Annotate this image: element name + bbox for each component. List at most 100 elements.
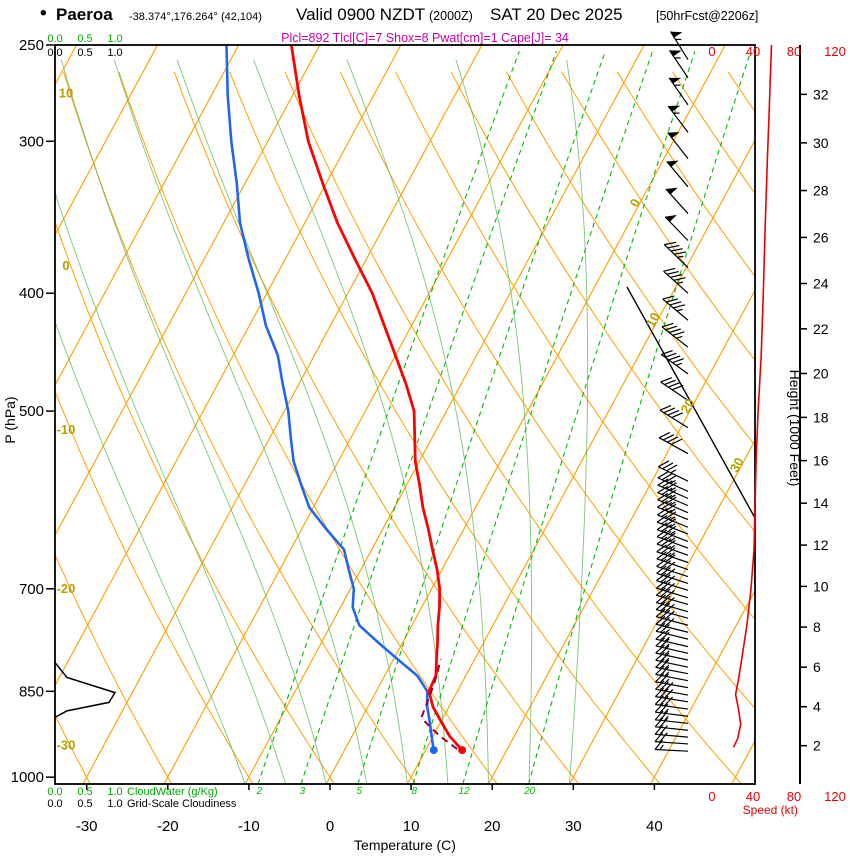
barb-full [659,673,669,684]
isotherm-line [406,138,755,784]
barb-full [668,355,681,361]
barb-full [659,666,670,676]
temp-tick-label: 0 [326,818,334,835]
barb-half [663,708,669,714]
stability-params: Plcl=892 Tlcl[C]=7 Shox=8 Pwat[cm]=1 Cap… [281,31,569,45]
wind-barb [655,672,689,689]
wind-barb [665,187,689,214]
barb-full [654,695,664,705]
barb-full [665,561,676,570]
barb-full [671,384,684,391]
dry-adiabat-line [55,220,335,784]
barb-full [660,581,671,590]
wind-barb [654,687,689,703]
barb-full [660,602,671,612]
barb-full [665,482,677,490]
speed-tick-label-top: 40 [746,44,760,59]
barb-half [664,628,670,634]
barb-full [659,717,669,728]
height-tick-label: 20 [813,365,829,381]
mixing-ratio-line [527,51,752,784]
barb-full [659,631,670,641]
barb-full [663,696,674,707]
barb-staff [664,216,689,241]
barb-full [661,473,673,481]
wind-barb [663,267,689,294]
barb-full [660,609,671,619]
dry-adiabat-label: 0 [62,258,69,273]
isotherm-line [163,45,564,784]
isotherm-line [244,45,645,784]
pressure-axis-title: P (hPa) [2,396,18,443]
barb-staff [655,630,689,640]
pressure-tick-label: 500 [19,403,44,420]
wind-barb [656,514,689,535]
barb-staff [669,50,689,79]
barb-full [655,622,666,632]
dry-adiabat-line [55,389,254,784]
barb-full [659,695,669,706]
barb-full [655,594,666,604]
barb-full [661,480,673,488]
wind-barb [667,105,689,133]
barb-half [675,362,683,366]
barb-full [654,717,664,728]
barb-pennant [666,160,679,167]
barb-full [655,637,666,647]
barb-full [669,328,681,334]
dewpoint-curve [225,45,435,752]
barb-full [659,703,669,714]
mixing-ratio-line [300,51,557,784]
barb-half [664,636,670,642]
barb-full [664,610,675,620]
barb-full [665,489,677,497]
cloudwater-axis-title: CloudWater (g/Kg) [127,786,218,798]
barb-full [665,518,677,526]
barb-full [661,516,672,525]
barb-pennant [667,131,680,139]
barb-full [661,494,673,503]
barb-full [660,538,672,547]
dry-adiabat-label: 10 [59,85,73,100]
barb-full [662,462,674,470]
pressure-tick-label: 700 [19,581,44,598]
barb-staff [656,602,689,613]
dry-adiabat-line [339,71,755,710]
mixing-ratio-line [462,51,696,784]
barb-full [665,547,676,556]
barb-staff [656,587,689,599]
barb-full [654,687,665,698]
barb-full [664,603,675,613]
barb-half [664,664,670,670]
barb-full [655,658,665,668]
plot-frame [54,44,756,785]
barb-full [654,710,664,721]
speed-tick-label-bottom: 120 [824,789,846,804]
barb-full [659,652,670,662]
barb-half [669,508,676,513]
height-tick-label: 30 [813,135,829,151]
barb-full [657,492,669,501]
barb-half [664,650,670,656]
cloudwater-tick-top: 0.5 [77,33,92,45]
dry-adiabat-line [284,71,742,784]
barb-full [661,509,673,518]
wind-barb [663,241,689,268]
barb-full [665,503,677,512]
barb-full [665,511,677,519]
barb-full [659,645,670,655]
speed-tick-label-bottom: 40 [746,789,760,804]
cloudiness-tick-top: 1.0 [107,47,122,59]
barb-half [669,544,676,550]
barb-full [660,552,672,561]
temp-tick-label: 40 [646,818,663,835]
barb-full [654,731,664,743]
wind-barb [661,322,689,348]
dry-adiabat-line [55,553,173,784]
mixing-ratio-line [357,51,606,784]
dry-adiabat-line [561,71,755,361]
barb-full [660,530,672,539]
dry-adiabat-line [63,71,417,784]
height-tick-label: 10 [813,578,829,594]
barb-full [654,702,664,713]
